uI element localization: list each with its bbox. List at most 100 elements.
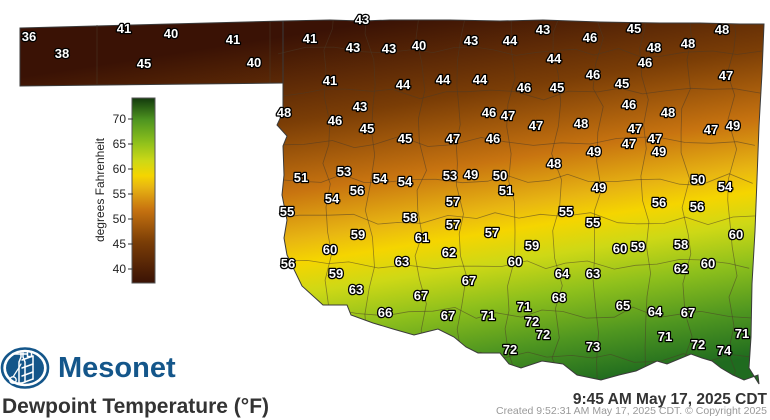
svg-text:46: 46 — [622, 97, 636, 112]
svg-text:48: 48 — [661, 105, 675, 120]
svg-text:64: 64 — [648, 304, 663, 319]
svg-text:65: 65 — [113, 137, 127, 151]
svg-text:60: 60 — [323, 242, 337, 257]
svg-text:48: 48 — [547, 156, 561, 171]
svg-text:46: 46 — [482, 105, 496, 120]
svg-text:55: 55 — [586, 215, 600, 230]
svg-text:49: 49 — [726, 118, 740, 133]
svg-text:45: 45 — [398, 131, 412, 146]
svg-text:57: 57 — [446, 194, 460, 209]
svg-text:46: 46 — [586, 67, 600, 82]
svg-text:67: 67 — [681, 305, 695, 320]
svg-text:49: 49 — [587, 144, 601, 159]
svg-text:43: 43 — [536, 22, 550, 37]
svg-text:73: 73 — [586, 339, 600, 354]
svg-text:71: 71 — [658, 329, 672, 344]
svg-text:45: 45 — [550, 80, 564, 95]
svg-text:Dewpoint Temperature (°F): Dewpoint Temperature (°F) — [2, 395, 269, 418]
svg-text:45: 45 — [615, 76, 629, 91]
svg-text:43: 43 — [353, 99, 367, 114]
svg-text:55: 55 — [559, 204, 573, 219]
svg-text:41: 41 — [303, 31, 317, 46]
svg-text:50: 50 — [691, 172, 705, 187]
svg-text:55: 55 — [113, 187, 127, 201]
svg-text:63: 63 — [586, 266, 600, 281]
svg-text:43: 43 — [346, 40, 360, 55]
svg-text:degrees Fahrenheit: degrees Fahrenheit — [93, 137, 107, 242]
svg-text:44: 44 — [436, 72, 451, 87]
svg-text:Mesonet: Mesonet — [58, 352, 176, 384]
svg-text:58: 58 — [403, 210, 417, 225]
svg-text:51: 51 — [499, 183, 513, 198]
svg-text:50: 50 — [113, 212, 127, 226]
svg-text:70: 70 — [113, 112, 127, 126]
svg-text:60: 60 — [701, 256, 715, 271]
svg-text:44: 44 — [396, 77, 411, 92]
svg-text:62: 62 — [674, 261, 688, 276]
svg-text:49: 49 — [652, 144, 666, 159]
svg-text:48: 48 — [574, 116, 588, 131]
svg-text:61: 61 — [415, 230, 429, 245]
svg-text:62: 62 — [442, 245, 456, 260]
svg-text:60: 60 — [508, 254, 522, 269]
svg-text:47: 47 — [446, 131, 460, 146]
svg-text:49: 49 — [592, 180, 606, 195]
svg-text:40: 40 — [412, 38, 426, 53]
svg-text:74: 74 — [717, 343, 732, 358]
svg-text:40: 40 — [113, 262, 127, 276]
svg-text:55: 55 — [280, 204, 294, 219]
svg-text:47: 47 — [529, 118, 543, 133]
svg-text:40: 40 — [247, 55, 261, 70]
svg-text:44: 44 — [547, 51, 562, 66]
svg-text:46: 46 — [517, 80, 531, 95]
svg-text:46: 46 — [486, 131, 500, 146]
svg-text:71: 71 — [735, 326, 749, 341]
svg-text:71: 71 — [517, 299, 531, 314]
svg-text:60: 60 — [613, 241, 627, 256]
svg-text:64: 64 — [555, 266, 570, 281]
svg-text:59: 59 — [351, 227, 365, 242]
svg-text:51: 51 — [294, 170, 308, 185]
svg-text:48: 48 — [681, 36, 695, 51]
svg-text:54: 54 — [398, 174, 413, 189]
svg-text:36: 36 — [22, 29, 36, 44]
svg-text:72: 72 — [536, 327, 550, 342]
svg-text:53: 53 — [337, 164, 351, 179]
svg-text:59: 59 — [525, 238, 539, 253]
svg-text:63: 63 — [395, 254, 409, 269]
svg-text:59: 59 — [329, 266, 343, 281]
svg-text:57: 57 — [446, 217, 460, 232]
svg-text:58: 58 — [674, 237, 688, 252]
svg-text:65: 65 — [616, 298, 630, 313]
svg-text:67: 67 — [441, 308, 455, 323]
svg-text:47: 47 — [501, 108, 515, 123]
svg-text:66: 66 — [378, 305, 392, 320]
svg-text:67: 67 — [414, 288, 428, 303]
svg-text:48: 48 — [715, 22, 729, 37]
svg-text:46: 46 — [638, 55, 652, 70]
svg-text:59: 59 — [631, 239, 645, 254]
svg-text:45: 45 — [113, 237, 127, 251]
svg-text:56: 56 — [350, 183, 364, 198]
svg-text:57: 57 — [485, 225, 499, 240]
svg-text:43: 43 — [355, 12, 369, 27]
svg-text:47: 47 — [719, 68, 733, 83]
svg-text:47: 47 — [704, 122, 718, 137]
svg-text:45: 45 — [137, 56, 151, 71]
svg-text:56: 56 — [690, 199, 704, 214]
svg-text:60: 60 — [113, 162, 127, 176]
svg-text:48: 48 — [277, 105, 291, 120]
svg-text:53: 53 — [443, 168, 457, 183]
svg-text:54: 54 — [718, 179, 733, 194]
svg-text:46: 46 — [328, 113, 342, 128]
svg-text:44: 44 — [503, 33, 518, 48]
svg-text:38: 38 — [55, 46, 69, 61]
svg-text:45: 45 — [627, 21, 641, 36]
svg-text:72: 72 — [691, 337, 705, 352]
svg-text:49: 49 — [464, 167, 478, 182]
svg-text:54: 54 — [325, 191, 340, 206]
svg-text:44: 44 — [473, 72, 488, 87]
svg-text:40: 40 — [164, 26, 178, 41]
svg-text:41: 41 — [117, 21, 131, 36]
svg-text:63: 63 — [349, 282, 363, 297]
